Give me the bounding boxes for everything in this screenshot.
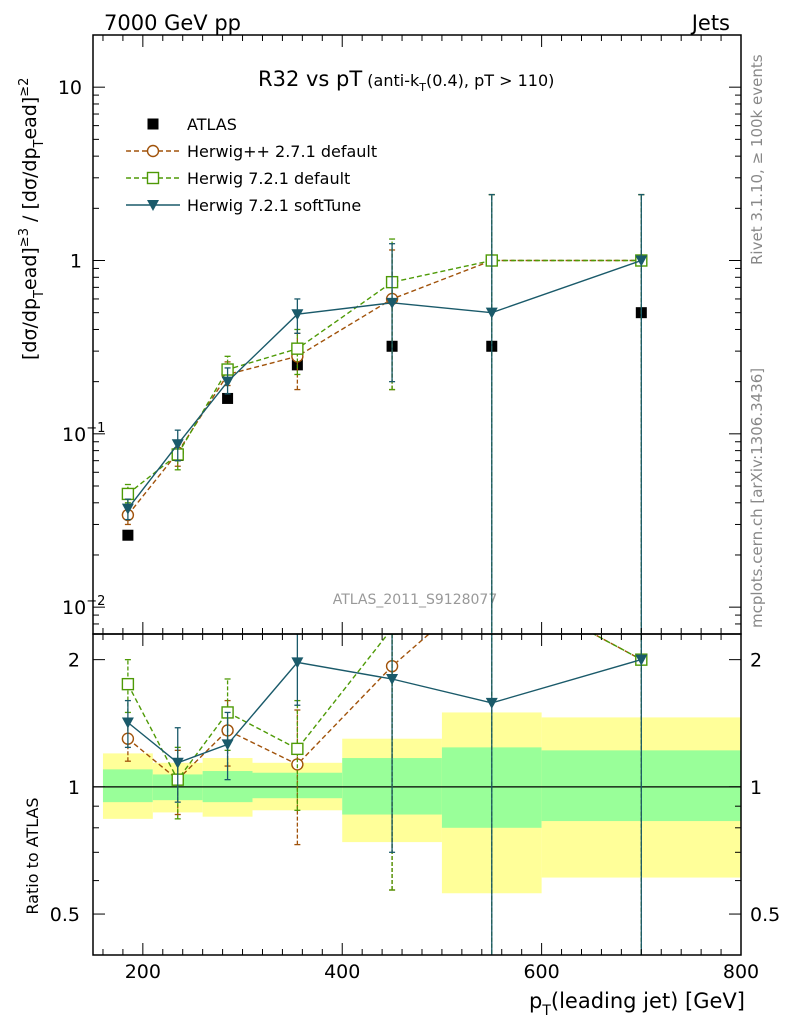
legend-label: Herwig++ 2.7.1 default [187, 142, 377, 161]
chart-title: R32 vs pT (anti-kT(0.4), pT > 110) [258, 67, 554, 94]
main-point [221, 376, 234, 388]
x-tick-label: 800 [723, 961, 759, 983]
y-tick-label: 10 [58, 77, 82, 99]
main-y-axis-label: [dσ/dpTead]≥3 / [dσ/dpTead]≥2 [17, 78, 47, 360]
ratio-point [221, 739, 234, 751]
main-series-layer [121, 193, 648, 634]
ratio-point [635, 654, 648, 666]
x-tick-label: 600 [523, 961, 559, 983]
ratio-y-tick-label-right: 2 [750, 650, 762, 672]
legend-marker [147, 200, 159, 211]
main-point [635, 255, 648, 267]
legend-marker [147, 118, 159, 130]
legend: ATLAS Herwig++ 2.7.1 default Herwig 7.2.1 … [126, 115, 377, 215]
main-line [127, 259, 642, 516]
ratio-point [121, 717, 134, 729]
x-tick-label: 200 [125, 961, 161, 983]
header-right: Jets [690, 11, 730, 35]
ratio-point [291, 657, 304, 669]
ratio-y-axis-label: Ratio to ATLAS [23, 797, 42, 914]
main-point [386, 297, 399, 309]
ratio-series-3 [121, 634, 648, 955]
ratio-point [385, 634, 399, 635]
main-series-1 [121, 193, 648, 634]
mcplots-label: mcplots.cern.ch [arXiv:1306.3436] [748, 368, 766, 628]
ratio-y-tick-label: 0.5 [50, 904, 80, 926]
y-tick-label: 1 [70, 251, 82, 273]
legend-marker [146, 171, 160, 185]
ratio-y-tick-label: 2 [68, 650, 80, 672]
main-series-2 [121, 193, 648, 634]
main-point [121, 487, 135, 501]
legend-label: ATLAS [187, 115, 237, 134]
band-green [102, 769, 153, 803]
main-point [291, 309, 304, 321]
legend-label: Herwig 7.2.1 default [187, 169, 350, 188]
analysis-tag: ATLAS_2011_S9128077 [333, 592, 498, 608]
main-point [122, 529, 134, 541]
y-tick-label: 10−2 [62, 594, 105, 619]
main-line [127, 259, 642, 495]
ratio-y-tick-label-right: 0.5 [750, 904, 780, 926]
ratio-y-tick-label: 1 [68, 777, 80, 799]
main-series-3 [121, 193, 648, 634]
main-series-0 [122, 307, 647, 541]
header-left: 7000 GeV pp [104, 11, 241, 35]
main-point [121, 503, 134, 515]
legend-label: Herwig 7.2.1 softTune [187, 196, 361, 215]
ratio-point [171, 757, 184, 769]
ratio-point [386, 673, 399, 685]
x-axis-label: pT(leading jet) [GeV] [529, 989, 745, 1019]
legend-marker [146, 144, 160, 158]
ratio-frame [92, 633, 742, 956]
main-point [222, 392, 234, 404]
main-line [127, 259, 642, 510]
ratio-point [121, 677, 135, 691]
main-point [485, 307, 498, 319]
ratio-point [291, 742, 304, 756]
ratio-y-tick-label-right: 1 [750, 777, 762, 799]
main-point [291, 342, 304, 355]
ratio-uncertainty-bands [102, 712, 741, 894]
axes-layer: 200 400 600 800 10 1 10−1 10−2 2 2 1 1 0.5 0.5 [50, 34, 780, 983]
x-tick-label: 400 [324, 961, 360, 983]
y-tick-label: 10−1 [62, 421, 105, 446]
rivet-label: Rivet 3.1.10, ≥ 100k events [748, 54, 766, 265]
main-point [171, 439, 184, 451]
ratio-point [485, 697, 498, 709]
ratio-series-layer [121, 634, 648, 955]
